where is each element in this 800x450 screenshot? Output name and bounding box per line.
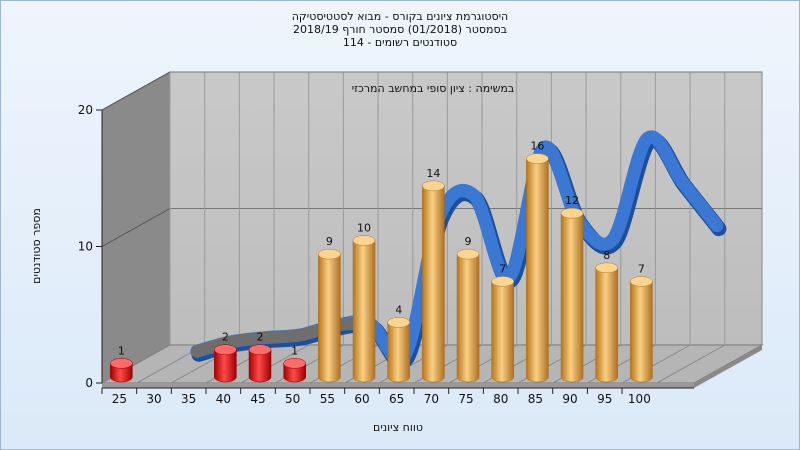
bar-body <box>387 322 410 383</box>
bar-body <box>560 212 584 383</box>
bar-body <box>283 363 306 383</box>
x-tick-label: 100 <box>628 392 651 406</box>
y-axis-label: מספר סטודנטים <box>30 208 43 284</box>
bar-value-label: 10 <box>357 222 371 235</box>
bar-top <box>560 207 584 219</box>
bar-value-label: 12 <box>565 194 579 207</box>
x-tick-label: 95 <box>597 392 612 406</box>
y-tick-label: 0 <box>85 376 93 390</box>
bar-value-label: 4 <box>395 303 402 316</box>
x-tick-label: 80 <box>493 392 508 406</box>
x-tick-label: 85 <box>528 392 543 406</box>
bar-body <box>248 349 272 383</box>
bar-top <box>248 344 272 355</box>
bar: 2 <box>248 331 272 383</box>
grid-line-floor <box>656 344 725 384</box>
y-tick-label: 10 <box>78 240 93 254</box>
bar-top <box>318 248 341 260</box>
floor-right-edge <box>694 345 762 388</box>
bar-value-label: 7 <box>499 262 506 275</box>
bar-value-label: 1 <box>291 344 298 357</box>
bar: 7 <box>630 262 653 383</box>
bar-value-label: 2 <box>257 331 264 344</box>
bar-value-label: 8 <box>603 249 610 262</box>
x-tick-label: 30 <box>146 392 161 406</box>
bar-top <box>595 262 618 274</box>
bar: 8 <box>595 249 618 383</box>
x-tick-label: 70 <box>424 392 439 406</box>
bar: 10 <box>352 222 376 383</box>
bar-body <box>456 253 480 383</box>
bar-value-label: 2 <box>222 331 229 344</box>
bar: 1 <box>110 344 133 383</box>
bar-top <box>491 276 514 287</box>
bar-body <box>352 240 376 383</box>
bar: 1 <box>283 344 306 383</box>
x-tick-label: 65 <box>389 392 404 406</box>
bar: 2 <box>214 331 237 383</box>
bar: 16 <box>526 140 549 383</box>
bar: 4 <box>387 303 410 383</box>
grid-line-side <box>101 208 171 247</box>
ticks-layer: 0 10 20 25 30 35 40 45 50 55 60 65 70 75 80 85 90 95 100 <box>78 103 694 406</box>
bar-top <box>422 180 445 192</box>
bar-top <box>456 248 480 260</box>
grid-line-side <box>101 71 171 111</box>
x-tick-label: 25 <box>112 392 127 406</box>
bar-body <box>526 158 549 383</box>
bar: 9 <box>456 235 480 383</box>
bar-value-label: 9 <box>326 235 333 248</box>
bar-body <box>491 281 514 383</box>
bar-top <box>387 317 410 328</box>
bar-value-label: 9 <box>465 235 472 248</box>
bar-top <box>283 358 306 369</box>
bar-top <box>630 276 653 287</box>
bar-value-label: 7 <box>638 262 645 275</box>
floor-front-edge <box>102 383 694 388</box>
chart-annotation: במשימה : ציון סופי במחשב המרכזי <box>352 82 515 95</box>
bar-body <box>630 281 653 383</box>
chart-title-line-3: סטודנטים רשומים - 114 <box>342 36 458 49</box>
x-tick-label: 35 <box>181 392 196 406</box>
bar-value-label: 16 <box>530 140 544 153</box>
bar: 9 <box>318 235 341 383</box>
bar-value-label: 1 <box>118 344 125 357</box>
bar: 14 <box>422 167 445 383</box>
chart-title-line-2: בסמסטר (01/2018) סמסטר חורף 2018/19 <box>293 23 507 36</box>
bar: 7 <box>491 262 514 383</box>
x-tick-label: 45 <box>250 392 265 406</box>
bar-top <box>352 235 376 246</box>
bar-top <box>214 344 237 355</box>
x-tick-label: 50 <box>285 392 300 406</box>
bar-body <box>110 363 133 383</box>
bar-body <box>214 349 237 383</box>
y-tick-label: 20 <box>78 103 93 117</box>
x-tick-label: 55 <box>320 392 335 406</box>
x-tick-label: 90 <box>562 392 577 406</box>
x-tick-label: 40 <box>216 392 231 406</box>
x-tick-label: 75 <box>458 392 473 406</box>
bar-body <box>422 185 445 383</box>
bar-body <box>595 267 618 383</box>
bar-body <box>318 253 341 383</box>
x-axis-label: טווח ציונים <box>373 421 423 434</box>
bar-top <box>110 358 133 369</box>
bar-value-label: 14 <box>426 167 440 180</box>
chart-title-line-1: היסטוגרמת ציונים בקורס - מבוא לסטטיסטיקה <box>291 10 509 23</box>
bar-top <box>526 153 549 164</box>
x-tick-label: 60 <box>354 392 369 406</box>
bar: 12 <box>560 194 584 383</box>
